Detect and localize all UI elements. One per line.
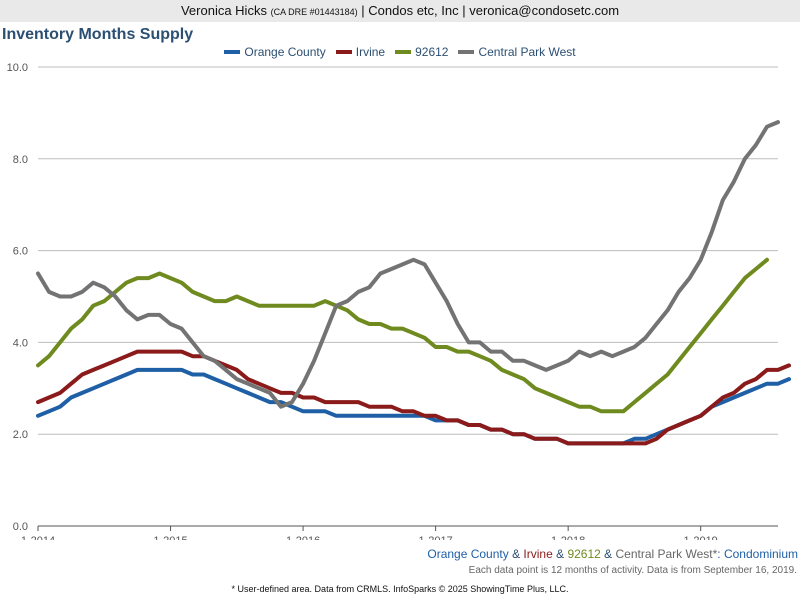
legend-item: 92612: [395, 45, 448, 59]
legend-label: Irvine: [355, 45, 386, 59]
y-tick-label: 10.0: [7, 62, 28, 74]
x-tick-label: 1-2016: [286, 535, 320, 540]
line-chart: 0.0 2.0 4.0 6.0 8.0 10.0 1-2014 1-2015 1-2016 1-2…: [7, 62, 791, 540]
y-tick-label: 4.0: [13, 337, 28, 349]
x-tick-label: 1-2018: [551, 535, 585, 540]
series-line-92612: [36, 257, 769, 414]
series-line-irvine: [36, 349, 791, 446]
x-tick-label: 1-2019: [684, 535, 718, 540]
series-line-central-park-west: [36, 120, 780, 409]
legend-label: 92612: [415, 45, 449, 59]
legend-swatch: [224, 49, 241, 54]
agent-name: Veronica Hicks: [180, 3, 267, 18]
agent-header: Veronica Hicks (CA DRE #01443184) | Cond…: [0, 0, 800, 22]
area-line-part: &: [552, 547, 568, 561]
agent-license: (CA DRE #01443184): [270, 7, 358, 17]
legend-swatch: [335, 49, 352, 54]
data-note: Each data point is 12 months of activity…: [468, 565, 797, 576]
area-line-part: Central Park West*: [615, 547, 718, 561]
chart-legend: Orange County Irvine 92612 Central Park Wes…: [0, 45, 800, 59]
x-tick-label: 1-2015: [153, 535, 187, 540]
area-line-part: 92612: [567, 547, 601, 561]
credits: * User-defined area. Data from CRMLS. In…: [231, 584, 569, 594]
y-tick-label: 8.0: [13, 154, 28, 166]
legend-swatch: [458, 49, 475, 54]
chart-title: Inventory Months Supply: [2, 26, 194, 43]
legend-item: Orange County: [224, 45, 326, 59]
legend-item: Irvine: [335, 45, 386, 59]
agent-email[interactable]: veronica@condosetc.com: [469, 3, 620, 18]
x-tick-label: 1-2017: [418, 535, 452, 540]
series-line-orange-county: [36, 367, 791, 446]
legend-label: Central Park West: [478, 45, 576, 59]
header-separator: |: [462, 3, 466, 18]
header-separator: |: [361, 3, 365, 18]
x-tick-label: 1-2014: [21, 535, 55, 540]
area-description: Orange County & Irvine & 92612 & Central…: [427, 547, 798, 561]
agent-company: Condos etc, Inc: [368, 3, 459, 18]
area-line-part: &: [508, 547, 524, 561]
legend-item: Central Park West: [458, 45, 576, 59]
area-line-part: Orange County: [427, 547, 509, 561]
legend-swatch: [395, 49, 412, 54]
area-line-part: &: [600, 547, 616, 561]
legend-label: Orange County: [244, 45, 326, 59]
y-tick-label: 0.0: [13, 521, 28, 533]
area-line-part: : Condominium: [717, 547, 798, 561]
area-line-part: Irvine: [523, 547, 553, 561]
y-tick-label: 2.0: [13, 429, 28, 441]
y-tick-label: 6.0: [13, 246, 28, 258]
